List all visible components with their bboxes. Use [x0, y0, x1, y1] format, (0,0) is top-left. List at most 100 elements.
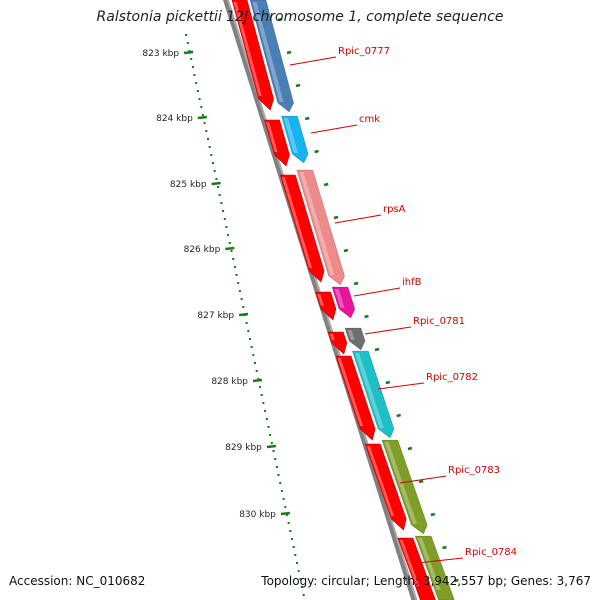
gene-highlight — [355, 353, 384, 428]
strand-tick — [407, 446, 413, 451]
strand-tick — [353, 281, 359, 286]
strand-tick — [385, 380, 391, 385]
strand-tick — [374, 347, 380, 352]
forward-gene-arrow — [331, 286, 356, 319]
minor-tick — [198, 98, 201, 100]
minor-tick — [289, 530, 292, 532]
reverse-gene-arrow — [315, 291, 337, 321]
minor-tick — [284, 506, 287, 508]
minor-tick — [267, 426, 270, 428]
minor-tick — [193, 74, 196, 76]
gene-label: Rpic_0781 — [413, 316, 465, 327]
major-tick — [266, 444, 277, 449]
sequence-info: Topology: circular; Length: 3,942,557 bp… — [261, 574, 591, 588]
gene-label: Rpic_0784 — [465, 547, 517, 558]
minor-tick — [186, 42, 189, 44]
label-leader-line — [399, 475, 447, 484]
length-value: 3,942,557 bp; — [422, 574, 508, 588]
minor-tick — [294, 554, 297, 556]
gene-highlight — [233, 2, 262, 96]
minor-tick — [212, 162, 214, 164]
label-leader-line — [364, 326, 412, 335]
minor-tick — [291, 538, 293, 540]
strand-tick — [295, 83, 301, 88]
minor-tick — [208, 146, 211, 148]
gene-label: rpsA — [383, 204, 406, 215]
minor-tick — [292, 546, 295, 548]
forward-gene-arrow — [296, 169, 345, 286]
reverse-gene-arrow — [335, 355, 376, 441]
gene-label: Rpic_0777 — [338, 46, 390, 57]
gene-highlight — [283, 118, 298, 153]
minor-tick-track — [185, 34, 305, 596]
reverse-gene-arrow — [327, 331, 348, 355]
minor-tick — [296, 562, 298, 564]
reverse-gene-arrow — [264, 119, 290, 167]
minor-tick — [235, 274, 238, 276]
forward-gene-arrow — [414, 535, 455, 600]
strand-tick — [396, 413, 402, 418]
major-tick — [252, 378, 263, 383]
gene-highlight — [329, 334, 335, 340]
label-leader-line — [416, 557, 464, 564]
minor-tick — [280, 490, 283, 492]
topology-value: circular; — [321, 574, 370, 588]
gene-highlight — [334, 289, 345, 308]
reverse-gene-arrow — [279, 174, 325, 283]
strand-tick — [430, 512, 436, 517]
gene-highlight — [252, 2, 284, 102]
gene-highlight — [317, 294, 324, 306]
gene-highlight — [299, 172, 335, 275]
forward-gene-arrow — [351, 350, 395, 439]
gene-highlight — [266, 122, 278, 152]
label-leader-line — [289, 56, 337, 66]
major-tick — [238, 312, 249, 317]
minor-tick — [205, 130, 208, 132]
forward-strand-genes — [249, 0, 455, 600]
forward-gene-arrow — [344, 327, 366, 351]
strand-tick — [304, 116, 310, 121]
minor-tick — [285, 514, 288, 516]
scale-tick-label: 828 kbp — [211, 377, 248, 387]
strand-tick — [333, 215, 339, 220]
gene-highlight — [337, 358, 364, 426]
minor-tick — [252, 354, 255, 356]
scale-tick-label: 830 kbp — [239, 510, 276, 520]
reverse-gene-arrow — [397, 537, 436, 600]
minor-tick — [282, 498, 285, 500]
minor-tick — [279, 482, 282, 484]
minor-tick — [200, 106, 203, 108]
label-leader-line — [377, 382, 425, 390]
gene-label: Rpic_0782 — [426, 372, 478, 383]
minor-tick — [218, 194, 221, 196]
minor-tick — [242, 306, 245, 308]
minor-tick — [207, 138, 209, 140]
minor-tick — [217, 186, 220, 188]
strand-tick — [323, 182, 329, 187]
minor-tick — [228, 242, 231, 244]
map-title: Ralstonia pickettii 12J chromosome 1, co… — [96, 9, 504, 25]
major-tick — [280, 511, 291, 516]
strand-tick — [277, 17, 283, 22]
accession-info: Accession: NC_010682 — [9, 574, 145, 588]
gene-label: cmk — [359, 114, 380, 125]
scale-tick-label: 824 kbp — [156, 114, 193, 124]
length-label: Length: — [373, 574, 420, 588]
minor-tick — [299, 578, 302, 580]
minor-tick — [272, 450, 275, 452]
genes-label: Genes: — [510, 574, 553, 588]
minor-tick — [247, 330, 250, 332]
minor-tick — [203, 122, 206, 124]
minor-tick — [223, 218, 226, 220]
minor-tick — [230, 250, 233, 252]
strand-tick — [442, 545, 447, 550]
minor-tick — [274, 458, 277, 460]
reverse-gene-arrow — [231, 0, 274, 111]
genes-value: 3,767 — [556, 574, 591, 588]
minor-tick — [201, 114, 204, 116]
strand-tick — [343, 248, 349, 253]
strand-tick — [418, 479, 424, 484]
minor-tick — [233, 266, 236, 268]
minor-tick — [191, 66, 194, 68]
